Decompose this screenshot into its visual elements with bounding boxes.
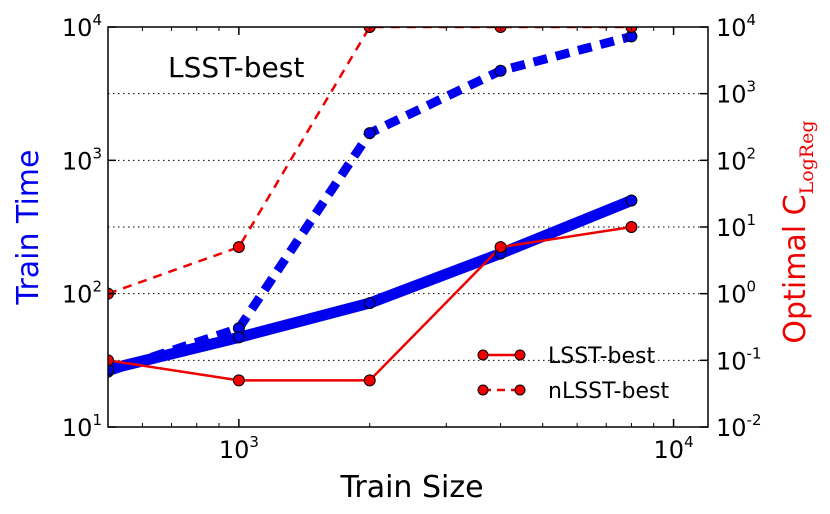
- y-left-tick-label-0: 101: [62, 411, 102, 442]
- annotation-label: LSST-best: [168, 51, 304, 84]
- y-right-tick-label-3: 101: [716, 211, 756, 242]
- y-left-tick-label-2: 103: [62, 144, 102, 175]
- optimal-c-lsst-best-point-1: [232, 374, 245, 387]
- train-time-lsst-best-point-0: [108, 363, 114, 376]
- y-left-tick-label-3: 104: [62, 11, 102, 42]
- axis-ticks: 103 104 101 102 103 104 10-2 10-1 100 101 102 103 10…: [62, 11, 762, 464]
- y-axis-right-label: Optimal CLogReg: [778, 120, 818, 343]
- y-right-tick-label-5: 103: [716, 78, 756, 109]
- train-time-nlsst-best-line: [108, 32, 633, 376]
- train-time-nlsst-best-point-3: [494, 64, 507, 77]
- train-time-lsst-best-point-4: [625, 194, 638, 207]
- y-axis-left-label: Train Time: [11, 150, 46, 306]
- train-time-nlsst-best-point-2: [363, 127, 376, 140]
- legend: LSST-best nLSST-best: [477, 344, 669, 404]
- legend-marker-lsst-left: [477, 349, 489, 361]
- y-axis-right-label-main: Optimal C: [778, 194, 813, 343]
- legend-label-lsst: LSST-best: [548, 344, 656, 369]
- x-tick-label-0: 103: [219, 433, 259, 464]
- y-left-tick-label-1: 102: [62, 278, 102, 309]
- train-time-lsst-best-point-1: [232, 331, 245, 344]
- optimal-c-lsst-best-point-0: [108, 354, 114, 367]
- x-axis-label: Train Size: [339, 470, 483, 505]
- y-axis-right-label-sub: LogReg: [796, 120, 818, 194]
- y-right-tick-label-2: 100: [716, 278, 756, 309]
- optimal-c-lsst-best-point-2: [363, 374, 376, 387]
- y-right-tick-label-6: 104: [716, 11, 756, 42]
- legend-marker-lsst-right: [514, 349, 526, 361]
- series-markers: [108, 27, 638, 387]
- y-right-tick-label-0: 10-2: [716, 411, 762, 442]
- train-time-lsst-best-point-2: [363, 297, 376, 310]
- clip-wrapper: [108, 27, 638, 387]
- grid-lines: [108, 93, 708, 361]
- y-right-tick-label-1: 10-1: [716, 344, 762, 375]
- optimal-c-lsst-best-point-4: [625, 221, 638, 233]
- legend-label-nlsst: nLSST-best: [548, 379, 669, 404]
- x-tick-label-1: 104: [654, 433, 694, 464]
- legend-marker-nlsst-right: [514, 384, 526, 396]
- legend-marker-nlsst-left: [477, 384, 489, 396]
- optimal-c-lsst-best-point-3: [494, 241, 507, 254]
- y-right-tick-label-4: 102: [716, 144, 756, 175]
- optimal-c-nlsst-best-point-1: [232, 241, 245, 254]
